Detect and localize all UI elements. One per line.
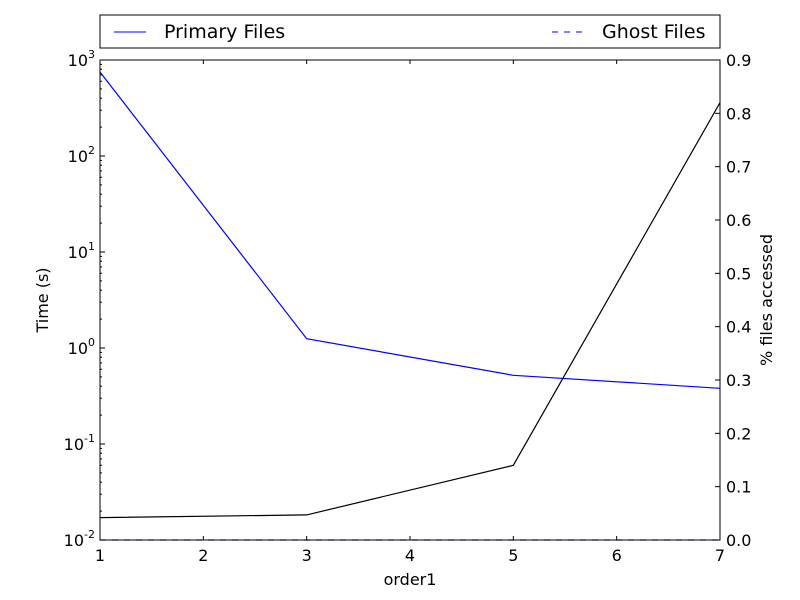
x-axis-label: order1 xyxy=(384,570,437,589)
y-right-tick-label: 0.1 xyxy=(726,478,751,497)
y-left-tick-label: 100 xyxy=(68,336,95,358)
y-axis-left-label: Time (s) xyxy=(33,267,52,333)
y-left-tick-label: 101 xyxy=(68,240,95,262)
legend: Primary Files Ghost Files xyxy=(99,14,721,49)
y-right-tick-label: 0.3 xyxy=(726,371,751,390)
y-left-tick-label: 102 xyxy=(68,144,95,166)
y-axis-right-label: % files accessed xyxy=(757,234,776,366)
y-right-tick-label: 0.6 xyxy=(726,211,751,230)
series-line-series-2 xyxy=(99,102,721,519)
series-line-primary-files xyxy=(99,71,721,389)
x-tick-label: 7 xyxy=(715,546,725,565)
x-tick-label: 4 xyxy=(405,546,415,565)
plot-frame xyxy=(99,59,721,541)
y-axis-right: 0.0 0.1 0.2 0.3 0.4 0.5 0.6 0.7 0.8 0.9 xyxy=(715,51,751,550)
legend-box xyxy=(99,14,721,49)
y-axis-left: 10-2 10-1 100 101 102 103 xyxy=(64,48,105,550)
plot-area xyxy=(99,71,721,541)
x-axis: 1 2 3 4 5 6 7 xyxy=(95,60,725,565)
x-tick-label: 3 xyxy=(302,546,312,565)
legend-label-ghost-files: Ghost Files xyxy=(602,21,705,43)
x-tick-label: 1 xyxy=(95,546,105,565)
x-tick-label: 2 xyxy=(198,546,208,565)
y-left-tick-label: 103 xyxy=(68,48,95,70)
y-right-tick-label: 0.5 xyxy=(726,264,751,283)
y-right-tick-label: 0.8 xyxy=(726,104,751,123)
y-right-tick-label: 0.2 xyxy=(726,424,751,443)
y-right-tick-label: 0.9 xyxy=(726,51,751,70)
y-right-tick-label: 0.4 xyxy=(726,318,751,337)
y-right-tick-label: 0.0 xyxy=(726,531,751,550)
x-tick-label: 5 xyxy=(508,546,518,565)
legend-label-primary-files: Primary Files xyxy=(164,21,285,43)
x-tick-label: 6 xyxy=(612,546,622,565)
y-right-tick-label: 0.7 xyxy=(726,158,751,177)
y-left-tick-label: 10-1 xyxy=(64,432,95,454)
y-left-tick-label: 10-2 xyxy=(64,528,95,550)
